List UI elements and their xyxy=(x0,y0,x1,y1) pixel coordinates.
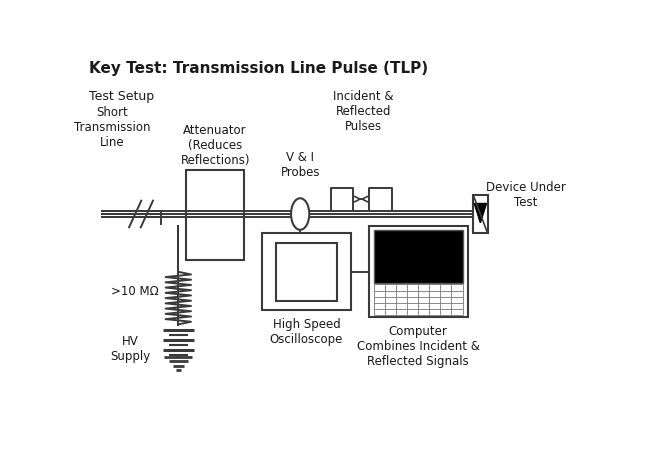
Text: Attenuator
(Reduces
Reflections): Attenuator (Reduces Reflections) xyxy=(180,124,250,167)
Text: Short
Transmission
Line: Short Transmission Line xyxy=(74,106,151,149)
Text: Device Under
Test: Device Under Test xyxy=(486,181,566,209)
Text: Key Test: Transmission Line Pulse (TLP): Key Test: Transmission Line Pulse (TLP) xyxy=(90,61,428,76)
Bar xyxy=(374,230,462,283)
Bar xyxy=(262,233,351,310)
Text: >10 MΩ: >10 MΩ xyxy=(111,284,159,298)
Ellipse shape xyxy=(291,198,309,230)
Text: Incident &
Reflected
Pulses: Incident & Reflected Pulses xyxy=(333,91,394,133)
Bar xyxy=(186,170,244,259)
Bar xyxy=(473,195,488,233)
Bar xyxy=(276,243,337,301)
Text: V & I
Probes: V & I Probes xyxy=(280,151,320,179)
Text: Computer
Combines Incident &
Reflected Signals: Computer Combines Incident & Reflected S… xyxy=(357,325,479,368)
Text: Test Setup: Test Setup xyxy=(90,90,155,103)
Text: High Speed
Oscilloscope: High Speed Oscilloscope xyxy=(270,318,343,346)
Bar xyxy=(369,226,468,318)
Text: HV
Supply: HV Supply xyxy=(110,335,150,363)
Polygon shape xyxy=(474,203,487,223)
